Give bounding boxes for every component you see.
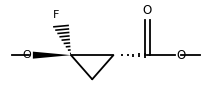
- Text: O: O: [22, 50, 31, 60]
- Text: F: F: [53, 10, 59, 20]
- Polygon shape: [33, 52, 71, 59]
- Text: O: O: [143, 4, 152, 17]
- Text: O: O: [177, 49, 186, 62]
